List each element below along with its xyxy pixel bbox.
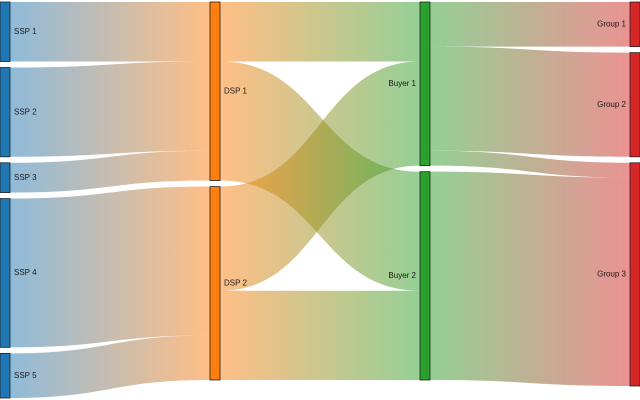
- label-group-1: Group 1: [597, 19, 626, 28]
- link-buyer-1-to-group-1: [430, 2, 630, 47]
- node-ssp-1: [0, 1, 11, 62]
- node-ssp-5: [0, 352, 11, 399]
- node-buyer-2: [419, 171, 431, 381]
- node-ssp-3: [0, 162, 11, 193]
- label-ssp-1: SSP 1: [14, 27, 37, 36]
- label-buyer-1: Buyer 1: [388, 79, 416, 88]
- link-buyer-1-to-group-2: [430, 46, 630, 157]
- link-ssp-5-to-dsp-2: [10, 335, 210, 398]
- label-ssp-2: SSP 2: [14, 107, 37, 116]
- label-buyer-2: Buyer 2: [388, 271, 416, 280]
- label-ssp-5: SSP 5: [14, 371, 37, 380]
- link-buyer-1-to-group-3: [430, 150, 630, 178]
- label-group-2: Group 2: [597, 100, 626, 109]
- node-ssp-4: [0, 198, 11, 348]
- node-group-2: [629, 52, 640, 158]
- links-layer: [10, 2, 630, 398]
- link-ssp-3-to-dsp-1: [10, 150, 210, 193]
- label-ssp-4: SSP 4: [14, 268, 37, 277]
- link-dsp-2-to-buyer-2: [220, 290, 420, 380]
- link-ssp-4-to-dsp-2: [10, 186, 210, 348]
- node-ssp-2: [0, 67, 11, 158]
- link-ssp-1-to-dsp-1: [10, 2, 210, 62]
- label-dsp-1: DSP 1: [224, 86, 248, 95]
- link-buyer-2-to-group-3: [430, 171, 630, 386]
- label-group-3: Group 3: [597, 270, 626, 279]
- label-dsp-2: DSP 2: [224, 278, 248, 287]
- node-dsp-2: [209, 186, 221, 381]
- labels-layer: SSP 1 SSP 2 SSP 3 SSP 4 SSP 5 DSP 1 DSP 2 Buyer…: [14, 19, 627, 379]
- link-dsp-1-to-buyer-1: [220, 2, 420, 62]
- label-ssp-3: SSP 3: [14, 173, 37, 182]
- node-dsp-1: [209, 1, 221, 181]
- link-dsp-2-to-buyer-1: [220, 61, 420, 291]
- link-ssp-2-to-dsp-1: [10, 61, 210, 157]
- node-buyer-1: [419, 1, 431, 167]
- node-group-1: [629, 1, 640, 48]
- node-group-3: [629, 162, 640, 387]
